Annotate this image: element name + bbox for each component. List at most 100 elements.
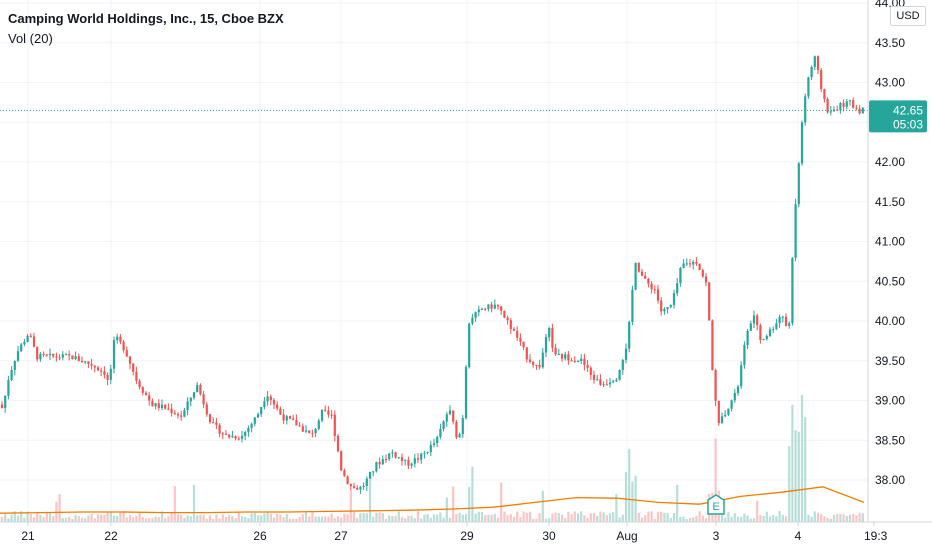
- volume-bar: [39, 515, 42, 522]
- volume-bar: [269, 513, 272, 522]
- volume-bar: [20, 511, 23, 522]
- x-tick-label: 21: [21, 529, 35, 543]
- volume-bar: [400, 517, 404, 522]
- volume-bar: [861, 513, 864, 522]
- candle-body: [132, 363, 135, 372]
- volume-bar: [650, 511, 653, 522]
- candle-body: [791, 257, 794, 324]
- candle-body: [624, 348, 628, 360]
- volume-bar: [583, 515, 586, 522]
- volume-bar: [644, 515, 647, 522]
- candle-body: [295, 420, 298, 426]
- candle-body: [416, 458, 420, 460]
- volume-bar: [516, 511, 519, 522]
- candle-body: [314, 428, 317, 434]
- volume-bar: [663, 513, 666, 522]
- volume-bar: [468, 486, 471, 522]
- candle-body: [61, 354, 64, 358]
- candlestick-series: [0, 55, 864, 494]
- volume-bar: [471, 466, 474, 522]
- volume-bar: [762, 516, 765, 522]
- candle-body: [0, 404, 4, 408]
- volume-bar: [36, 513, 39, 522]
- volume-bar: [202, 515, 205, 522]
- volume-bar: [474, 513, 477, 522]
- volume-bar: [452, 486, 455, 522]
- volume-bar: [567, 511, 570, 522]
- last-price-countdown: 05:03: [893, 117, 923, 131]
- volume-bar: [759, 514, 762, 522]
- currency-label[interactable]: USD: [890, 6, 926, 26]
- volume-bar: [93, 518, 96, 522]
- candle-body: [583, 358, 586, 365]
- volume-bar: [112, 515, 116, 522]
- price-axis[interactable]: 38.00 38.50 39.00 39.50 40.00 40.50 41.00 41.50…: [867, 0, 932, 522]
- candle-body: [400, 457, 404, 461]
- volume-bar: [352, 511, 356, 522]
- symbol-title[interactable]: Camping World Holdings, Inc., 15, Cboe B…: [8, 11, 284, 26]
- volume-bar: [743, 513, 746, 522]
- volume-bar: [404, 518, 407, 522]
- candle-body: [820, 70, 823, 90]
- volume-bar: [656, 511, 660, 522]
- volume-bar: [484, 514, 487, 522]
- candle-body: [391, 452, 394, 454]
- volume-bar: [266, 511, 269, 522]
- volume-indicator-label[interactable]: Vol (20): [8, 31, 53, 46]
- candle-body: [212, 422, 215, 424]
- volume-bar: [506, 515, 509, 522]
- volume-bar: [602, 512, 605, 522]
- candle-body: [429, 444, 432, 453]
- volume-bar: [234, 518, 237, 522]
- volume-bar: [320, 516, 324, 522]
- candle-body: [218, 424, 221, 434]
- y-tick-label: 42.00: [875, 155, 905, 169]
- candle-body: [173, 413, 176, 415]
- volume-bar: [272, 517, 276, 522]
- candle-body: [160, 404, 164, 409]
- volume-bar: [829, 518, 832, 522]
- candle-body: [272, 400, 276, 405]
- y-tick-label: 38.00: [875, 473, 905, 487]
- candle-body: [77, 356, 80, 361]
- candle-body: [410, 463, 413, 466]
- y-tick-label: 41.50: [875, 195, 905, 209]
- volume-bar: [388, 515, 391, 522]
- candle-body: [96, 367, 100, 371]
- volume-bar: [186, 515, 189, 522]
- time-axis[interactable]: 21 22 26 27 29 30 Aug 3 4 19:3: [0, 521, 932, 550]
- volume-bar: [68, 517, 71, 522]
- candle-body: [743, 345, 746, 366]
- volume-bar: [439, 512, 442, 522]
- volume-bar: [426, 513, 429, 522]
- candle-body: [631, 289, 634, 322]
- volume-bar: [749, 518, 752, 522]
- volume-bar: [772, 514, 775, 522]
- earnings-marker-icon[interactable]: E: [705, 494, 727, 516]
- x-tick-label: 4: [795, 529, 802, 543]
- x-tick-label: 19:3: [864, 529, 888, 543]
- volume-bar: [180, 514, 183, 522]
- candle-body: [573, 360, 576, 362]
- volume-bar: [730, 516, 733, 522]
- candle-body: [151, 400, 154, 407]
- candle-body: [87, 361, 90, 364]
- volume-bar: [221, 514, 224, 522]
- candle-body: [260, 407, 263, 415]
- volume-bar: [295, 518, 298, 522]
- candle-body: [247, 427, 250, 432]
- y-tick-label: 44.00: [875, 0, 905, 10]
- volume-bar: [7, 518, 10, 522]
- candle-body: [541, 352, 544, 368]
- candle-body: [330, 414, 333, 416]
- volume-bar: [564, 518, 567, 522]
- candle-body: [506, 317, 509, 321]
- volume-bar: [733, 513, 736, 522]
- volume-bar: [432, 514, 436, 522]
- volume-bar: [666, 513, 669, 522]
- candle-body: [551, 328, 554, 348]
- candle-body: [807, 77, 810, 97]
- candle-body: [253, 417, 256, 424]
- candle-body: [250, 423, 253, 428]
